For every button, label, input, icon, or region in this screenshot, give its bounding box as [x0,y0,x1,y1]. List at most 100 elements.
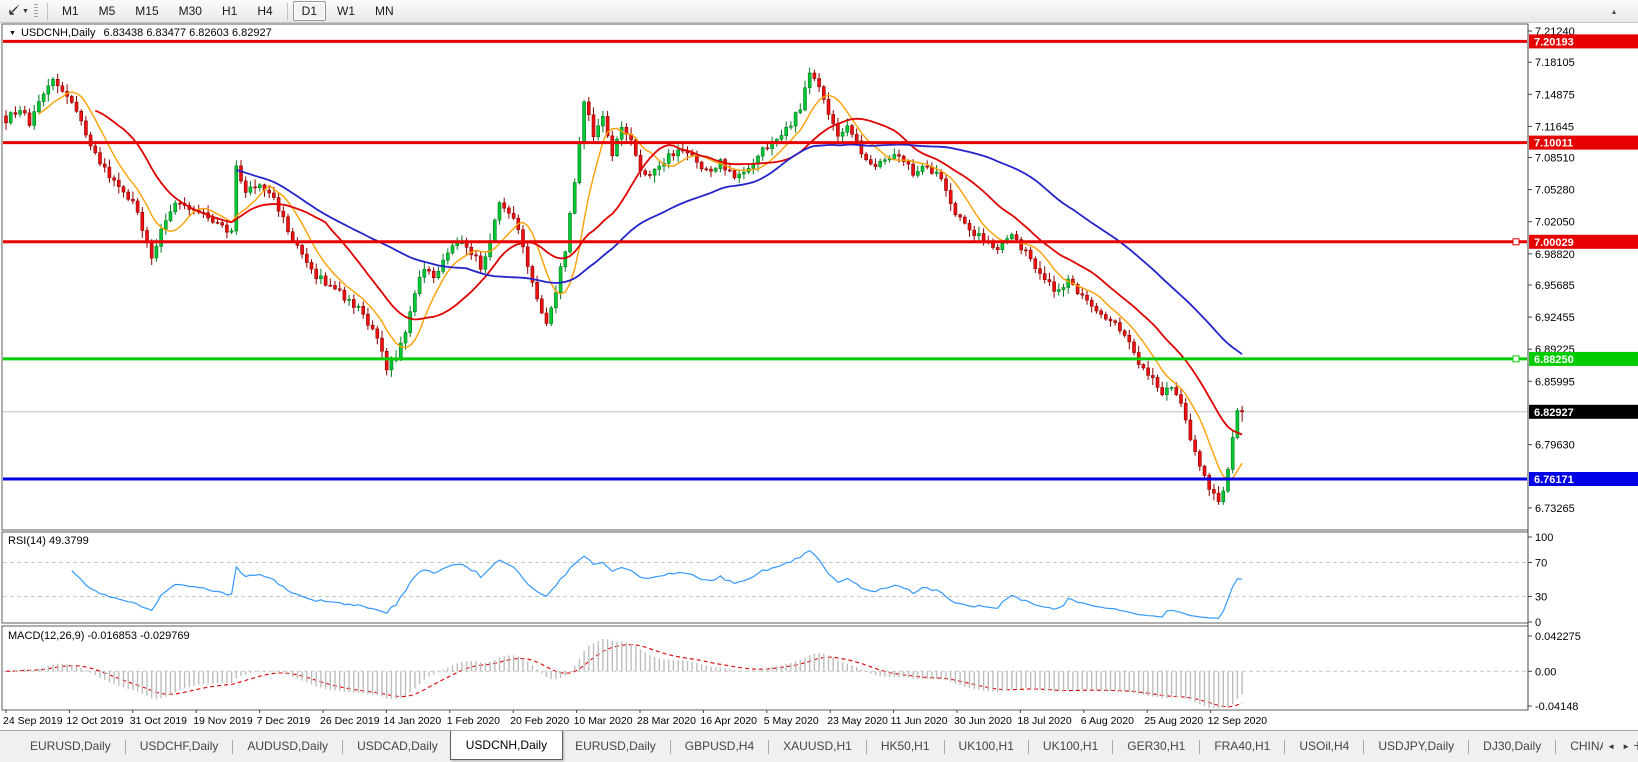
candle[interactable] [267,189,272,194]
candle[interactable] [1108,318,1113,322]
timeframe-button-h4[interactable]: H4 [257,4,273,18]
candle[interactable] [319,275,323,279]
candle[interactable] [901,155,906,162]
candle[interactable] [864,153,868,161]
candle[interactable] [164,220,168,230]
tab-usdjpy-daily[interactable]: USDJPY,Daily [1378,739,1455,753]
candle[interactable] [1009,234,1014,240]
tab-dj30-daily[interactable]: DJ30,Daily [1483,739,1542,753]
candle[interactable] [944,178,948,191]
candle[interactable] [215,222,220,224]
candle[interactable] [502,202,507,209]
candle[interactable] [582,101,586,144]
candle[interactable] [135,200,140,213]
tab-audusd-daily[interactable]: AUDUSD,Daily [247,739,329,753]
candle[interactable] [765,147,770,150]
candle[interactable] [666,153,671,164]
candle[interactable] [145,230,149,243]
tab-hk50-h1[interactable]: HK50,H1 [880,739,930,753]
candle[interactable] [46,85,51,95]
candle[interactable] [737,173,742,179]
candle[interactable] [1155,377,1160,388]
candle[interactable] [704,168,709,171]
candle[interactable] [436,270,441,278]
tab-usdchf-daily[interactable]: USDCHF,Daily [139,739,219,753]
tab-xauusd-h1[interactable]: XAUUSD,H1 [783,739,852,753]
candle[interactable] [70,96,74,103]
candle[interactable] [51,79,55,87]
candle[interactable] [577,142,582,184]
candle[interactable] [1160,387,1164,395]
candle[interactable] [1198,451,1202,467]
tab-uk100-h1[interactable]: UK100,H1 [1042,739,1099,753]
timeframe-button-m30[interactable]: M30 [178,4,202,18]
candle[interactable] [13,112,18,115]
candle[interactable] [939,171,944,180]
cursor-tool-icon[interactable] [4,2,22,20]
candle[interactable] [22,110,27,114]
tab-uk100-h1[interactable]: UK100,H1 [958,739,1014,753]
candle[interactable] [347,299,351,301]
candle[interactable] [1132,341,1136,353]
candle[interactable] [610,135,615,156]
candle[interactable] [619,127,624,140]
candle[interactable] [37,101,41,112]
timeframe-button-w1[interactable]: W1 [337,4,355,18]
candle[interactable] [784,127,789,136]
candle[interactable] [239,165,243,182]
candlesticks[interactable] [4,67,1244,505]
candle[interactable] [840,131,845,137]
candle[interactable] [525,246,530,267]
candle[interactable] [1165,387,1169,395]
candle[interactable] [309,262,314,270]
candle[interactable] [906,161,911,165]
candle[interactable] [492,219,497,242]
candle[interactable] [337,288,342,291]
candle[interactable] [1141,364,1146,369]
candle[interactable] [328,284,333,287]
candle[interactable] [1221,490,1226,503]
candle[interactable] [892,154,897,159]
candle[interactable] [1099,310,1103,315]
candle[interactable] [742,171,746,175]
candle[interactable] [1024,249,1028,252]
candle[interactable] [601,116,605,127]
candle[interactable] [1057,289,1061,292]
candle[interactable] [126,191,130,200]
collapse-icon[interactable]: ▼ [9,30,16,37]
candle[interactable] [657,165,662,170]
candle[interactable] [511,212,516,219]
candle[interactable] [422,268,427,278]
candle[interactable] [807,72,812,89]
candle[interactable] [1089,299,1094,307]
candle[interactable] [300,245,304,255]
candle[interactable] [605,116,610,137]
candle[interactable] [257,184,262,189]
candle[interactable] [464,242,469,248]
candle[interactable] [154,245,159,259]
candle[interactable] [445,252,450,261]
timeframe-button-h1[interactable]: H1 [221,4,238,18]
candle[interactable] [713,168,718,172]
candle[interactable] [1042,273,1047,281]
candle[interactable] [1118,322,1122,332]
candle[interactable] [243,180,248,193]
tab-ger30-h1[interactable]: GER30,H1 [1127,739,1186,753]
candle[interactable] [821,86,826,100]
chevron-down-icon[interactable]: ▼ [22,7,29,15]
candle[interactable] [549,307,554,324]
candle[interactable] [1000,242,1005,251]
candle[interactable] [497,202,502,221]
candle[interactable] [229,230,234,233]
candle[interactable] [948,190,953,204]
candle[interactable] [854,134,859,142]
candle[interactable] [897,154,901,157]
candle[interactable] [709,168,713,172]
candle[interactable] [530,266,535,283]
candle[interactable] [290,231,295,242]
candle[interactable] [648,174,652,176]
candle[interactable] [558,266,563,293]
candle[interactable] [826,99,831,115]
candle[interactable] [1240,410,1244,413]
candle[interactable] [563,251,568,267]
